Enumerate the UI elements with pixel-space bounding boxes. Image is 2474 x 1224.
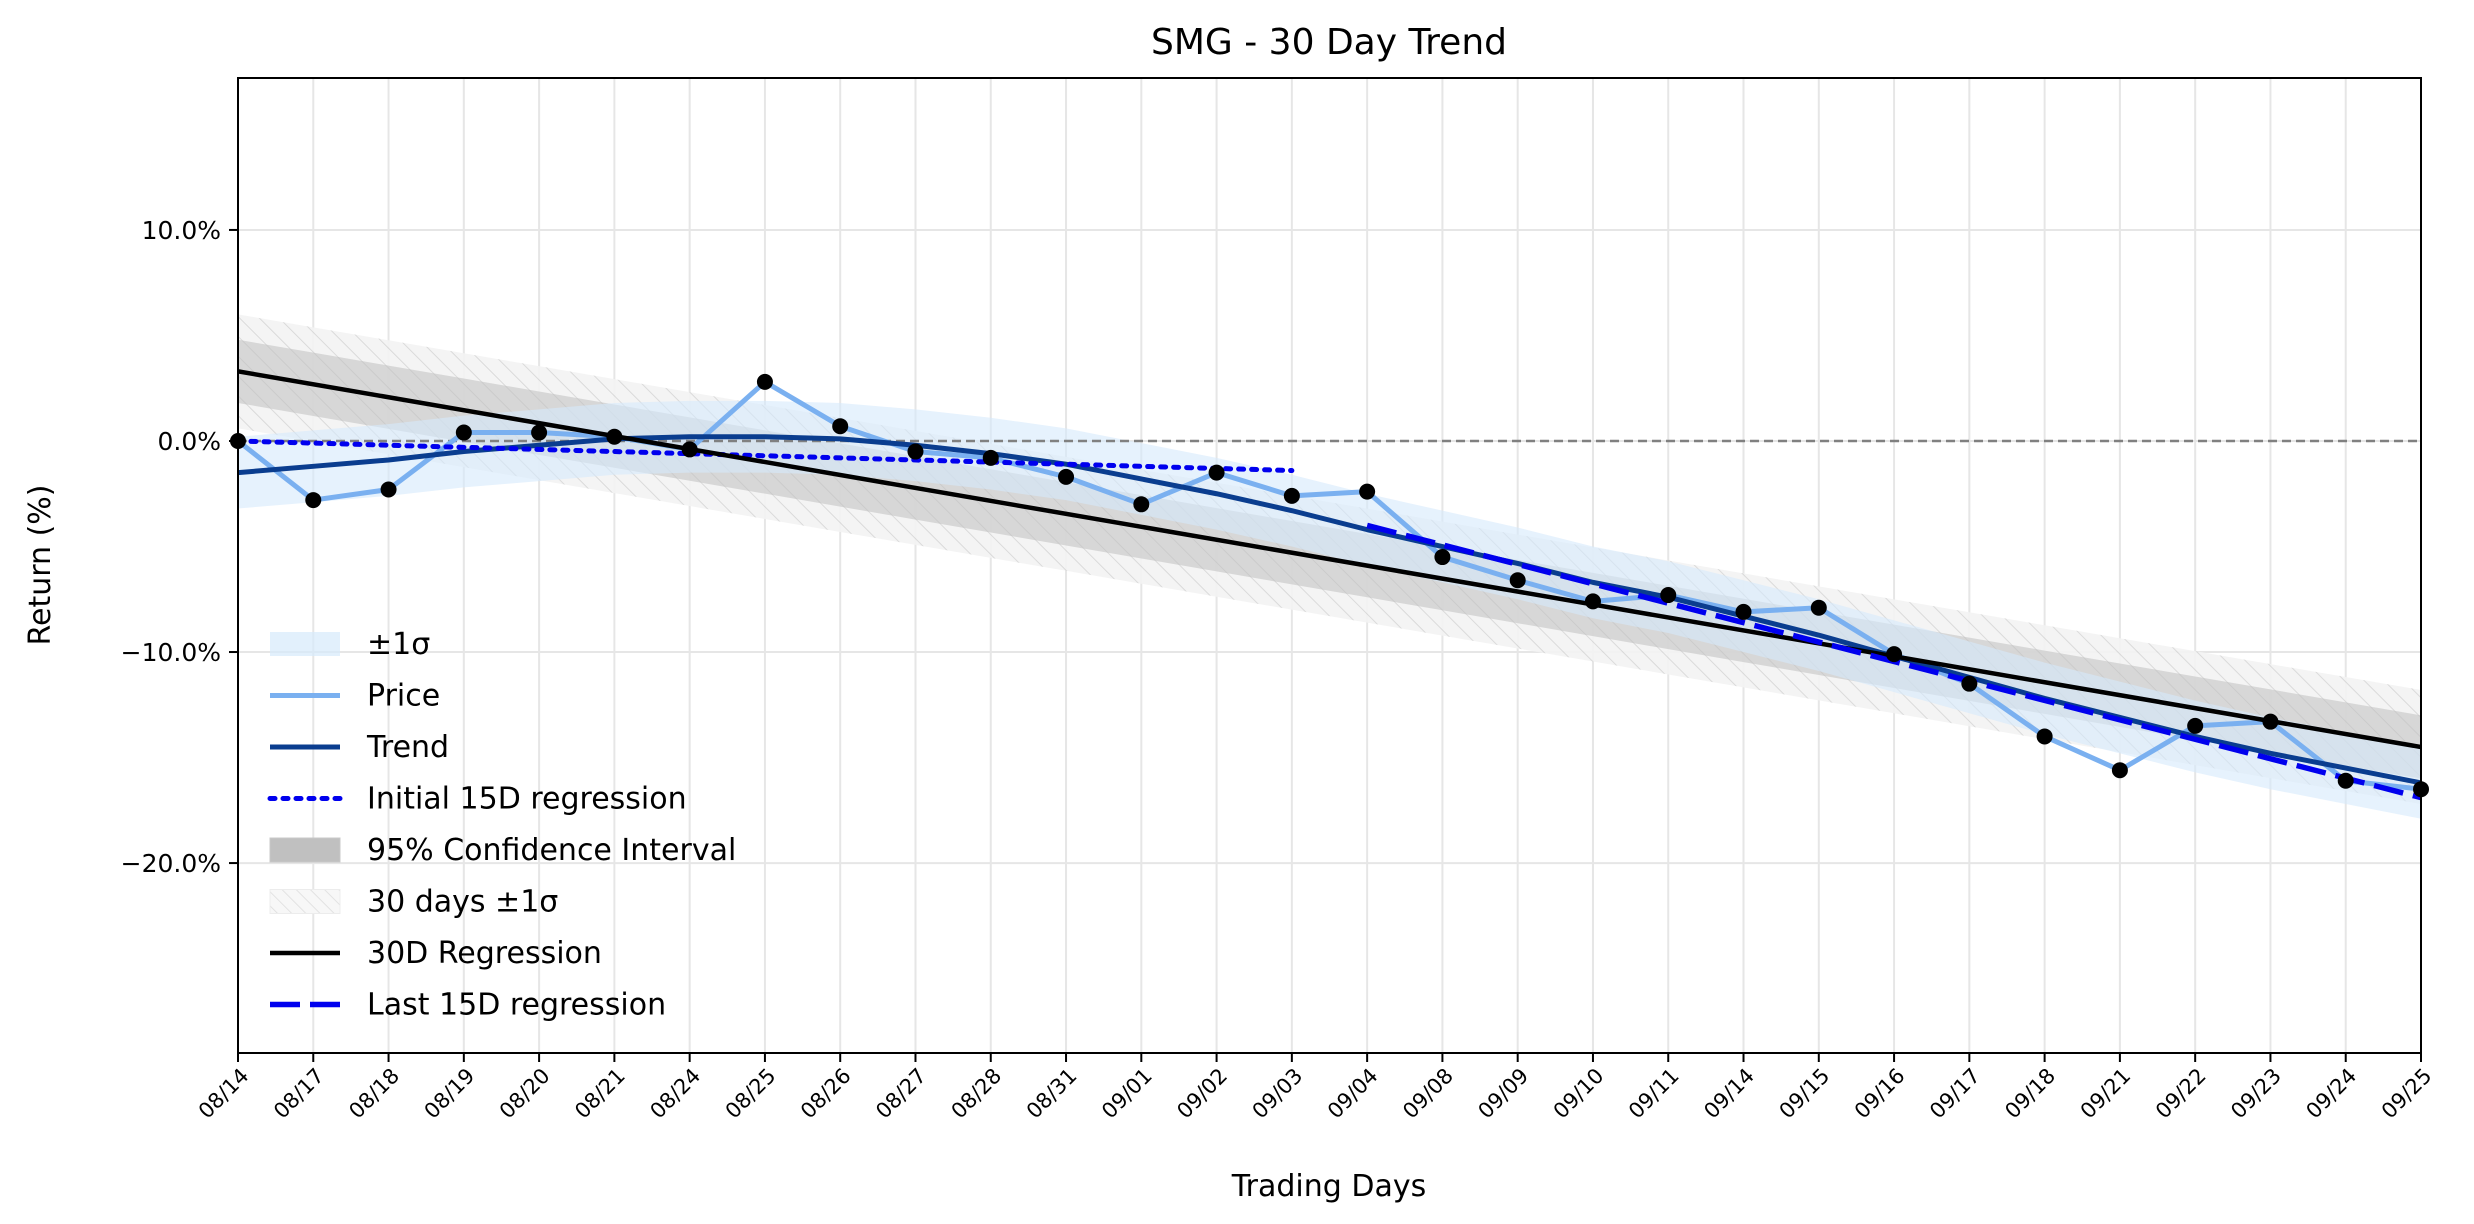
y-axis-title: Return (%) (23, 484, 58, 645)
price-point (2262, 713, 2279, 730)
legend-item: 30 days ±1σ (269, 885, 558, 920)
price-point (2187, 717, 2204, 734)
price-point (380, 481, 397, 498)
legend-swatch (269, 837, 341, 863)
legend-item: Price (270, 679, 440, 714)
series-line-30d-regression (238, 369, 2421, 750)
plot-frame (237, 77, 2422, 1054)
price-point (1509, 572, 1526, 589)
legend-label: Initial 15D regression (367, 782, 687, 817)
legend: ±1σ Price Trend Initial 15D regression 95% C… (267, 627, 736, 1023)
price-point (1208, 464, 1225, 481)
y-axis: 10.0% 0.0% −10.0% −20.0% (121, 216, 238, 878)
legend-swatch (269, 889, 341, 914)
price-point (1961, 675, 1978, 692)
y-tick-label: 0.0% (157, 427, 221, 456)
legend-item: 95% Confidence Interval (269, 833, 736, 868)
price-point (1283, 487, 1300, 504)
series-line-initial-15d-regression (238, 438, 1295, 474)
y-tick-label: −20.0% (121, 849, 221, 878)
legend-swatch (270, 632, 340, 656)
price-point (1058, 468, 1075, 485)
legend-item: Trend (270, 730, 449, 765)
legend-item: ±1σ (270, 627, 430, 662)
y-tick-label: −10.0% (121, 638, 221, 667)
series-line-trend (238, 434, 2421, 786)
legend-label: Trend (366, 730, 449, 765)
price-point (1735, 603, 1752, 620)
legend-label: ±1σ (367, 627, 430, 662)
price-point (2337, 772, 2354, 789)
legend-item: Initial 15D regression (267, 782, 687, 817)
band-1 (238, 400, 2421, 819)
price-point (1434, 549, 1451, 566)
legend-item: Last 15D regression (270, 988, 666, 1023)
price-point (1810, 599, 1827, 616)
price-point (1133, 496, 1150, 513)
price-point (1660, 587, 1677, 604)
price-point (832, 418, 849, 435)
price-point (1886, 646, 1903, 663)
price-markers (230, 373, 2429, 798)
chart-title: SMG - 30 Day Trend (1151, 22, 1507, 63)
price-point (305, 492, 322, 509)
y-tick-label: 10.0% (142, 216, 221, 245)
legend-label: Last 15D regression (367, 988, 666, 1023)
legend-label: Price (367, 679, 440, 714)
price-point (531, 424, 548, 441)
price-point (1359, 483, 1376, 500)
price-point (907, 443, 924, 460)
price-point (756, 373, 773, 390)
legend-item: 30D Regression (270, 936, 602, 971)
legend-label: 30D Regression (367, 936, 602, 971)
x-axis-title: Trading Days (1231, 1169, 1426, 1204)
price-point (681, 441, 698, 458)
price-point (455, 424, 472, 441)
price-point (2111, 762, 2128, 779)
legend-label: 95% Confidence Interval (367, 833, 736, 868)
price-point (982, 449, 999, 466)
price-point (2036, 728, 2053, 745)
price-point (1584, 593, 1601, 610)
price-point (606, 428, 623, 445)
legend-label: 30 days ±1σ (367, 885, 558, 920)
